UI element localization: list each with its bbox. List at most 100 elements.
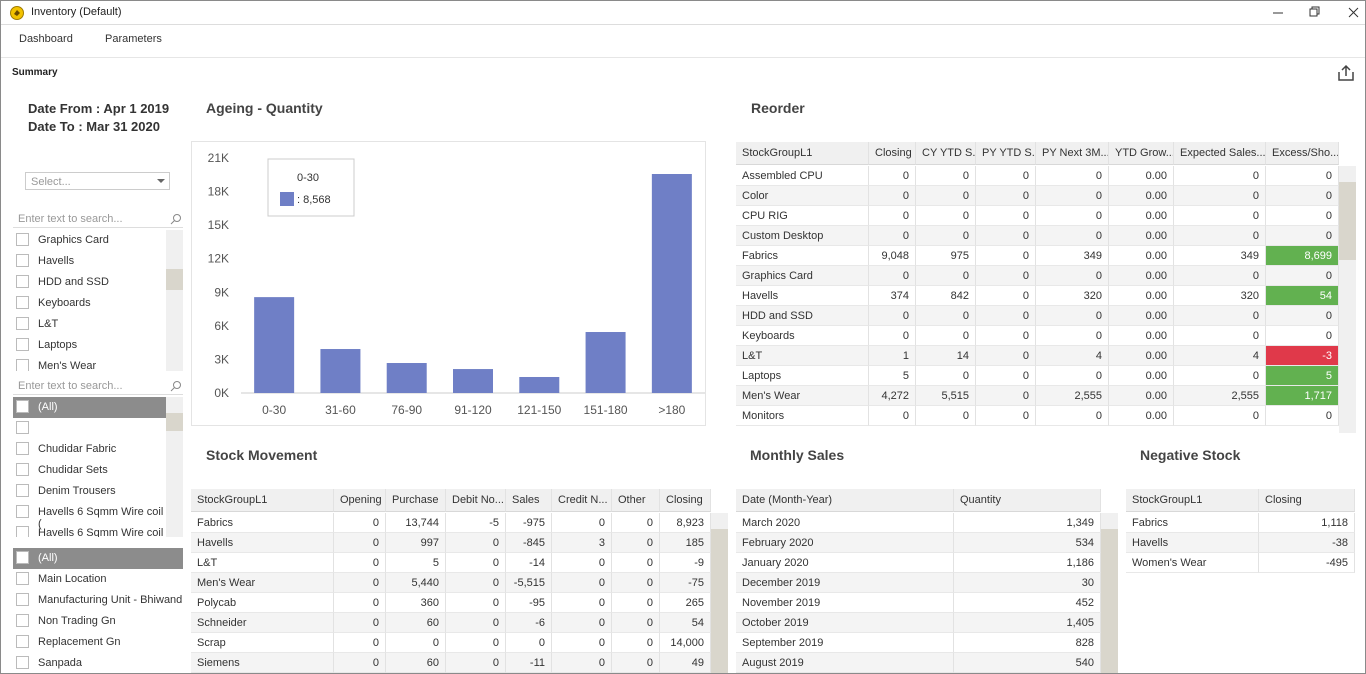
checkbox[interactable]	[16, 359, 29, 371]
table-row[interactable]: Schneider 0 60 0 -6 0 0 54	[191, 613, 711, 633]
checkbox[interactable]	[16, 635, 29, 648]
table-row[interactable]: February 2020 534	[736, 533, 1101, 553]
column-header[interactable]: Opening	[334, 489, 386, 512]
list-item[interactable]: Chudidar Fabric	[13, 439, 166, 460]
table-row[interactable]: Siemens 0 60 0 -11 0 0 49	[191, 653, 711, 673]
list-item[interactable]: Non Trading Gn	[13, 611, 183, 632]
checkbox[interactable]	[16, 400, 29, 413]
table-row[interactable]: Havells -38	[1126, 533, 1355, 553]
column-header[interactable]: StockGroupL1	[1126, 489, 1259, 512]
checkbox[interactable]	[16, 484, 29, 497]
list-item[interactable]: Laptops	[13, 335, 166, 356]
scrollbar[interactable]	[166, 230, 183, 371]
table-row[interactable]: Color 0 0 0 0 0.00 0 0	[736, 186, 1339, 206]
column-header[interactable]: Excess/Sho...	[1266, 142, 1339, 165]
list-item[interactable]: L&T	[13, 314, 166, 335]
list-item[interactable]: (All)	[13, 397, 166, 418]
table-row[interactable]: L&T 1 14 0 4 0.00 4 -3	[736, 346, 1339, 366]
table-row[interactable]: October 2019 1,405	[736, 613, 1101, 633]
table-row[interactable]: Fabrics 0 13,744 -5 -975 0 0 8,923	[191, 513, 711, 533]
checkbox[interactable]	[16, 593, 29, 606]
checkbox[interactable]	[16, 254, 29, 267]
column-header[interactable]: YTD Grow...	[1109, 142, 1174, 165]
column-header[interactable]: Debit No...	[446, 489, 506, 512]
table-row[interactable]: Graphics Card 0 0 0 0 0.00 0 0	[736, 266, 1339, 286]
table-row[interactable]: HDD and SSD 0 0 0 0 0.00 0 0	[736, 306, 1339, 326]
table-row[interactable]: Monitors 0 0 0 0 0.00 0 0	[736, 406, 1339, 426]
tab-title[interactable]: Summary	[12, 67, 58, 78]
column-header[interactable]: PY Next 3M...	[1036, 142, 1109, 165]
column-header[interactable]: StockGroupL1	[191, 489, 334, 512]
checkbox[interactable]	[16, 551, 29, 564]
table-row[interactable]: Polycab 0 360 0 -95 0 0 265	[191, 593, 711, 613]
search-input[interactable]: Enter text to search...	[18, 213, 123, 225]
menu-item[interactable]: Dashboard	[19, 33, 73, 45]
column-header[interactable]: Expected Sales...	[1174, 142, 1266, 165]
scrollbar[interactable]	[1101, 513, 1118, 673]
scrollbar[interactable]	[711, 513, 728, 673]
scroll-thumb[interactable]	[1101, 529, 1118, 673]
list-item[interactable]: Sanpada	[13, 653, 183, 673]
checkbox[interactable]	[16, 233, 29, 246]
column-header[interactable]: Other	[612, 489, 660, 512]
list-item[interactable]: Men's Wear	[13, 356, 166, 371]
list-item[interactable]: Denim Trousers	[13, 481, 166, 502]
list-item[interactable]: HDD and SSD	[13, 272, 166, 293]
menu-item[interactable]: Parameters	[105, 33, 162, 45]
table-row[interactable]: Women's Wear -495	[1126, 553, 1355, 573]
checkbox[interactable]	[16, 338, 29, 351]
table-row[interactable]: CPU RIG 0 0 0 0 0.00 0 0	[736, 206, 1339, 226]
checkbox[interactable]	[16, 275, 29, 288]
scroll-thumb[interactable]	[711, 529, 728, 673]
table-row[interactable]: Scrap 0 0 0 0 0 0 14,000	[191, 633, 711, 653]
share-icon[interactable]	[1337, 64, 1355, 82]
column-header[interactable]: PY YTD S...	[976, 142, 1036, 165]
scrollbar[interactable]	[1339, 166, 1356, 433]
table-row[interactable]: November 2019 452	[736, 593, 1101, 613]
column-header[interactable]: Closing	[1259, 489, 1355, 512]
table-row[interactable]: Laptops 5 0 0 0 0.00 0 5	[736, 366, 1339, 386]
list-item[interactable]: Keyboards	[13, 293, 166, 314]
table-row[interactable]: Keyboards 0 0 0 0 0.00 0 0	[736, 326, 1339, 346]
table-row[interactable]: January 2020 1,186	[736, 553, 1101, 573]
table-row[interactable]: Fabrics 1,118	[1126, 513, 1355, 533]
table-row[interactable]: Fabrics 9,048 975 0 349 0.00 349 8,699	[736, 246, 1339, 266]
list-item[interactable]: Chudidar Sets	[13, 460, 166, 481]
list-item[interactable]: Havells 6 Sqmm Wire coil (	[13, 523, 166, 537]
list-item[interactable]: Manufacturing Unit - Bhiwand	[13, 590, 183, 611]
table-row[interactable]: Custom Desktop 0 0 0 0 0.00 0 0	[736, 226, 1339, 246]
column-header[interactable]: Credit N...	[552, 489, 612, 512]
scroll-thumb[interactable]	[166, 413, 183, 431]
list-item[interactable]: (All)	[13, 548, 183, 569]
window-controls[interactable]	[1263, 1, 1366, 24]
checkbox[interactable]	[16, 505, 29, 518]
list-item[interactable]: Graphics Card	[13, 230, 166, 251]
column-header[interactable]: Sales	[506, 489, 552, 512]
checkbox[interactable]	[16, 317, 29, 330]
checkbox[interactable]	[16, 656, 29, 669]
select-box[interactable]: Select...	[25, 172, 170, 190]
table-row[interactable]: August 2019 540	[736, 653, 1101, 673]
column-header[interactable]: CY YTD S...	[916, 142, 976, 165]
checkbox[interactable]	[16, 526, 29, 537]
table-row[interactable]: December 2019 30	[736, 573, 1101, 593]
list-item[interactable]: Main Location	[13, 569, 183, 590]
table-row[interactable]: Assembled CPU 0 0 0 0 0.00 0 0	[736, 166, 1339, 186]
list-item[interactable]	[13, 418, 166, 439]
checkbox[interactable]	[16, 421, 29, 434]
checkbox[interactable]	[16, 296, 29, 309]
column-header[interactable]: Purchase	[386, 489, 446, 512]
table-row[interactable]: L&T 0 5 0 -14 0 0 -9	[191, 553, 711, 573]
scrollbar[interactable]	[166, 397, 183, 537]
table-row[interactable]: Havells 374 842 0 320 0.00 320 54	[736, 286, 1339, 306]
table-row[interactable]: Men's Wear 0 5,440 0 -5,515 0 0 -75	[191, 573, 711, 593]
scroll-thumb[interactable]	[166, 269, 183, 290]
search-input[interactable]: Enter text to search...	[18, 380, 123, 392]
checkbox[interactable]	[16, 572, 29, 585]
checkbox[interactable]	[16, 442, 29, 455]
table-row[interactable]: September 2019 828	[736, 633, 1101, 653]
column-header[interactable]: Quantity	[954, 489, 1101, 512]
table-row[interactable]: Havells 0 997 0 -845 3 0 185	[191, 533, 711, 553]
checkbox[interactable]	[16, 614, 29, 627]
column-header[interactable]: Closing	[869, 142, 916, 165]
